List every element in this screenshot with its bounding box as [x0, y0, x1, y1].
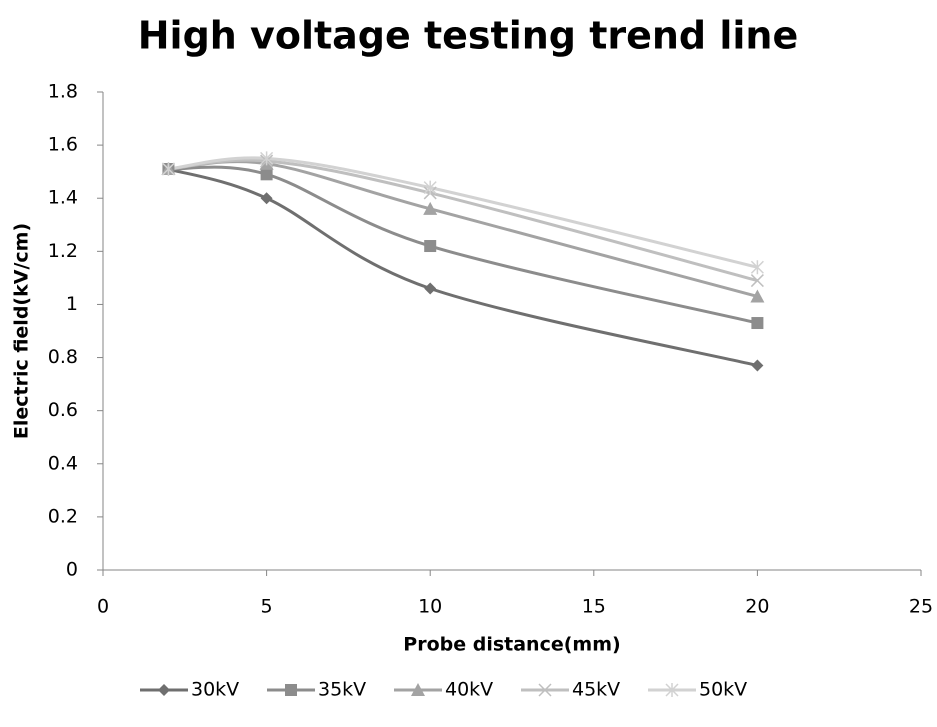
chart-title: High voltage testing trend line	[138, 14, 799, 58]
marker	[285, 684, 297, 696]
x-tick-label: 25	[909, 596, 933, 618]
marker	[750, 289, 765, 303]
series-line	[168, 165, 758, 325]
legend-label: 35kV	[318, 679, 366, 701]
marker	[260, 151, 274, 166]
y-tick-label: 1.4	[48, 187, 78, 209]
marker	[161, 162, 175, 177]
x-tick-label: 5	[261, 596, 273, 618]
marker	[751, 359, 764, 372]
x-tick-label: 15	[582, 596, 606, 618]
y-tick-label: 1.8	[48, 81, 78, 103]
y-tick-label: 0	[66, 559, 78, 581]
series-line	[168, 156, 758, 269]
legend-label: 40kV	[445, 679, 493, 701]
marker	[538, 683, 552, 697]
x-tick-label: 10	[418, 596, 442, 618]
marker	[260, 168, 273, 181]
legend-label: 30kV	[191, 679, 239, 701]
x-tick-label: 0	[97, 596, 109, 618]
legend-label: 45kV	[572, 679, 620, 701]
marker	[411, 683, 425, 696]
marker	[665, 683, 679, 697]
x-tick-label: 20	[745, 596, 769, 618]
marker	[424, 282, 437, 295]
y-tick-label: 0.2	[48, 505, 78, 527]
y-tick-label: 1.6	[48, 134, 78, 156]
legend-label: 50kV	[699, 679, 747, 701]
y-tick-label: 0.8	[48, 346, 78, 368]
series-line	[168, 167, 758, 367]
x-axis-title: Probe distance(mm)	[403, 634, 620, 656]
y-tick-label: 0.4	[48, 452, 78, 474]
marker	[750, 260, 764, 275]
marker	[423, 180, 437, 195]
series-line	[168, 160, 758, 298]
series-line	[168, 158, 758, 282]
marker	[158, 684, 170, 696]
y-tick-label: 1.2	[48, 240, 78, 262]
marker	[750, 274, 764, 288]
y-tick-label: 0.6	[48, 399, 78, 421]
y-tick-label: 1	[66, 293, 78, 315]
marker	[751, 317, 764, 330]
marker	[260, 192, 273, 205]
marker	[424, 240, 437, 253]
marker	[423, 201, 438, 215]
y-axis-title: Electric field(kV/cm)	[11, 223, 33, 439]
